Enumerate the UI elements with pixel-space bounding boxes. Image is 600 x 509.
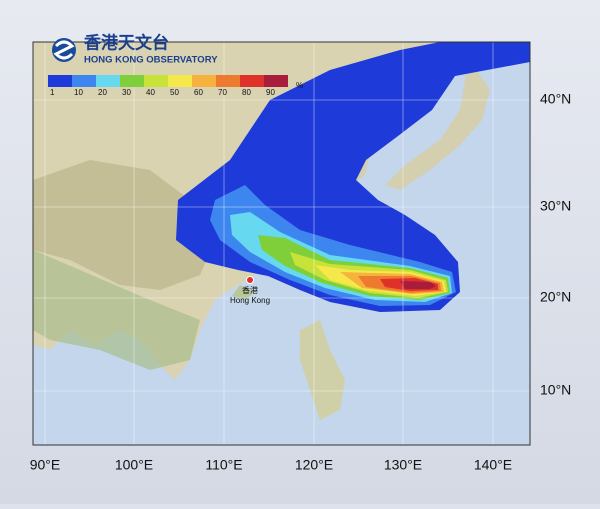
legend-label: 10 xyxy=(74,88,83,97)
legend-label: 1 xyxy=(50,88,55,97)
philippines xyxy=(300,320,345,420)
latitude-label: 20°N xyxy=(540,289,571,305)
legend-swatch xyxy=(216,75,240,87)
map xyxy=(33,42,530,445)
legend-label: 30 xyxy=(122,88,131,97)
legend-swatch xyxy=(120,75,144,87)
japan xyxy=(385,60,490,190)
probability-90 xyxy=(400,281,436,289)
hong-kong-marker: 香港 Hong Kong xyxy=(230,276,270,305)
legend-label: 20 xyxy=(98,88,107,97)
legend-swatch xyxy=(168,75,192,87)
terrain xyxy=(33,160,215,290)
logo-mark xyxy=(53,40,75,60)
logo-english: HONG KONG OBSERVATORY xyxy=(84,55,218,66)
longitude-label: 130°E xyxy=(384,457,422,473)
graticule xyxy=(33,42,530,445)
longitude-label: 120°E xyxy=(295,457,333,473)
place-english: Hong Kong xyxy=(230,296,270,305)
legend-swatch xyxy=(72,75,96,87)
longitude-label: 140°E xyxy=(474,457,512,473)
logo: 香港天文台 HONG KONG OBSERVATORY xyxy=(52,32,218,66)
legend-swatch xyxy=(264,75,288,87)
latitude-labels: 40°N 30°N 20°N 10°N xyxy=(540,91,571,398)
star xyxy=(246,276,254,284)
legend-label: 40 xyxy=(146,88,155,97)
logo-chinese: 香港天文台 xyxy=(84,32,169,52)
longitude-labels: 90°E 100°E 110°E 120°E 130°E 140°E xyxy=(30,457,512,473)
legend-swatch xyxy=(192,75,216,87)
place-chinese: 香港 xyxy=(242,285,258,295)
latitude-label: 10°N xyxy=(540,382,571,398)
legend-swatch xyxy=(240,75,264,87)
longitude-label: 90°E xyxy=(30,457,61,473)
legend-swatch xyxy=(144,75,168,87)
legend-label: 70 xyxy=(218,88,227,97)
hainan xyxy=(232,285,255,300)
legend-label: 50 xyxy=(170,88,179,97)
legend-label: 80 xyxy=(242,88,251,97)
longitude-label: 110°E xyxy=(205,457,242,473)
legend-swatch xyxy=(48,75,72,87)
map-frame xyxy=(32,41,531,446)
longitude-label: 100°E xyxy=(115,457,153,473)
legend-unit: % xyxy=(296,81,303,90)
latitude-label: 30°N xyxy=(540,198,571,214)
latitude-label: 40°N xyxy=(540,91,571,107)
legend-label: 90 xyxy=(266,88,275,97)
legend-label: 60 xyxy=(194,88,203,97)
legend: 1 10 20 30 40 50 60 70 80 90% xyxy=(48,75,303,97)
terrain-south xyxy=(33,250,200,370)
legend-swatch xyxy=(96,75,120,87)
